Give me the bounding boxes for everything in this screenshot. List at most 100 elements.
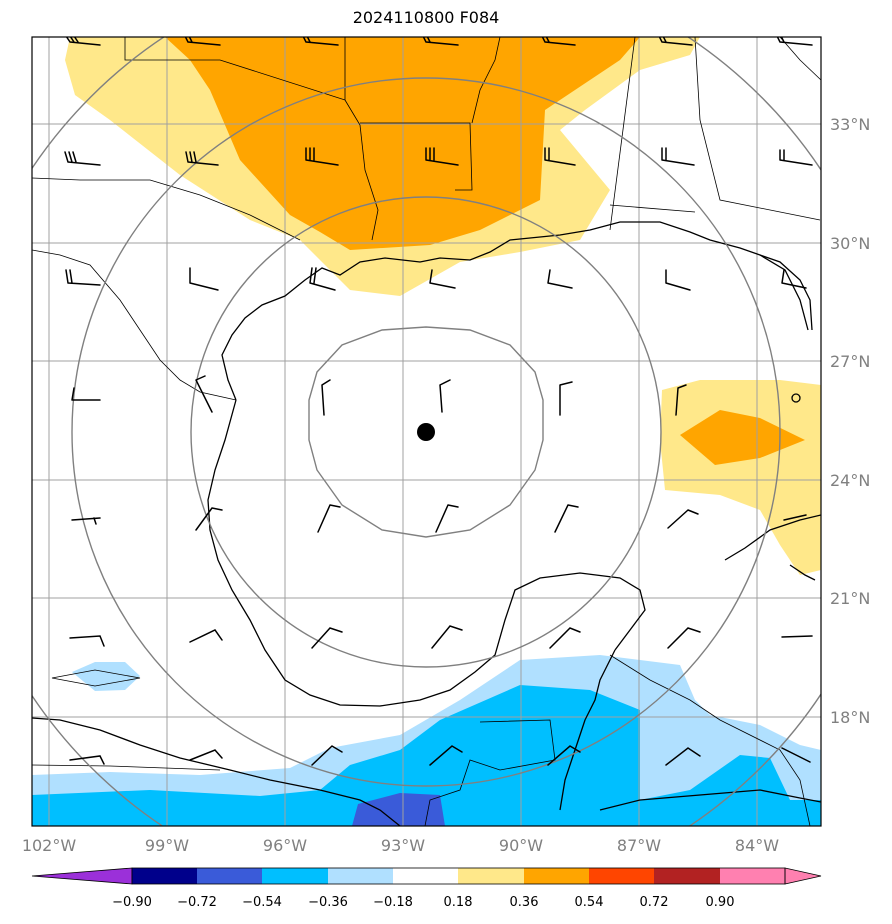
wind-barb xyxy=(435,504,459,533)
colorbar-tick-label: −0.18 xyxy=(373,895,413,910)
wind-barb xyxy=(547,745,581,766)
wind-barb xyxy=(302,37,339,46)
colorbar-extend-low xyxy=(31,867,133,885)
wind-barb xyxy=(665,747,701,766)
wind-barb xyxy=(431,625,463,649)
wind-barb xyxy=(783,514,807,521)
wind-barb xyxy=(185,151,219,166)
colorbar-segment xyxy=(524,868,589,884)
lon-tick-label: 90°W xyxy=(499,836,543,855)
political-borders xyxy=(32,37,821,826)
wind-barb xyxy=(425,147,459,166)
wind-barb xyxy=(544,147,576,166)
colorbar-segment xyxy=(720,868,785,884)
wind-barb xyxy=(311,745,343,766)
wind-barb xyxy=(661,147,695,166)
wind-barb xyxy=(305,147,339,166)
map-title: 2024110800 F084 xyxy=(352,8,500,27)
yellow-region-east xyxy=(660,380,821,575)
texas-mexico-border xyxy=(32,249,237,401)
longitude-labels: 102°W 99°W 96°W 93°W 90°W 87°W 84°W xyxy=(22,836,779,855)
colorbar-segment xyxy=(393,868,458,884)
colorbar-tick-label: −0.72 xyxy=(177,895,217,910)
colorbar-tick-label: 0.90 xyxy=(706,895,735,910)
honduras-border xyxy=(609,654,811,826)
wind-barb xyxy=(665,269,691,291)
wind-barb xyxy=(189,749,223,761)
georgia-border xyxy=(779,37,821,81)
wind-barb xyxy=(429,269,456,289)
wind-barb xyxy=(64,151,101,166)
wind-barb xyxy=(554,504,579,533)
wind-barb xyxy=(781,635,813,638)
central-america-pacific-coast xyxy=(32,717,401,826)
wind-barb xyxy=(547,269,573,289)
lat-tick-label: 30°N xyxy=(830,234,870,253)
mississippi-border xyxy=(471,37,501,124)
colorbar-segment xyxy=(262,868,328,884)
wind-barb xyxy=(321,379,331,416)
colorbar-tick-label: 0.36 xyxy=(510,895,539,910)
cuba-outline xyxy=(724,514,821,561)
wind-barb xyxy=(195,375,213,413)
wind-barbs xyxy=(64,37,813,766)
latitude-labels: 18°N 21°N 24°N 27°N 30°N 33°N xyxy=(830,115,870,727)
wind-barb xyxy=(71,517,101,525)
wind-barb xyxy=(189,629,223,643)
colorbar-segment xyxy=(458,868,524,884)
wind-barb xyxy=(184,37,221,46)
lon-tick-label: 93°W xyxy=(381,836,425,855)
guatemala-border xyxy=(424,719,556,826)
colorbar-tick-label: −0.54 xyxy=(242,895,282,910)
lat-tick-label: 18°N xyxy=(830,708,870,727)
wind-barb xyxy=(781,269,807,289)
yucatan-east-coast xyxy=(559,649,616,811)
range-ring-1 xyxy=(308,326,544,538)
colorbar-extend-high xyxy=(784,867,822,885)
range-ring-3 xyxy=(71,77,781,787)
lon-tick-label: 99°W xyxy=(145,836,189,855)
shaded-field-negative xyxy=(32,655,821,826)
colorbar-frame xyxy=(131,867,786,885)
colorbar: −0.90 −0.72 −0.54 −0.36 −0.18 0.18 0.36 … xyxy=(31,867,822,910)
colorbar-tick-label: −0.36 xyxy=(308,895,348,910)
storm-center-marker xyxy=(417,423,435,441)
shaded-field-positive xyxy=(65,37,821,575)
lon-tick-label: 96°W xyxy=(263,836,307,855)
coastlines xyxy=(32,221,821,826)
colorbar-tick-label: −0.90 xyxy=(112,895,152,910)
lat-tick-label: 27°N xyxy=(830,352,870,371)
wind-barb xyxy=(429,745,463,766)
colorbar-segment xyxy=(328,868,393,884)
louisiana-border xyxy=(344,99,379,241)
wind-barb xyxy=(658,37,693,46)
wind-barb xyxy=(667,627,701,649)
colorbar-tick-label: 0.18 xyxy=(444,895,473,910)
wind-barb xyxy=(317,504,341,533)
orange-region-east xyxy=(680,410,805,465)
lat-tick-label: 21°N xyxy=(830,589,870,608)
colorbar-segment xyxy=(132,868,197,884)
lat-tick-label: 24°N xyxy=(830,471,870,490)
us-gulf-coast xyxy=(221,221,813,401)
wind-barb xyxy=(69,635,105,647)
wind-barb xyxy=(71,387,101,401)
map-frame xyxy=(31,36,822,827)
sky-blue-region-south xyxy=(32,685,821,826)
light-blue-blob-west xyxy=(72,662,140,691)
texas-border xyxy=(124,37,346,101)
wind-barb xyxy=(549,627,581,649)
honduras-coast xyxy=(599,789,821,811)
cuba-south xyxy=(789,564,816,581)
colorbar-tick-label: 0.72 xyxy=(640,895,669,910)
wind-barb xyxy=(779,149,813,166)
royal-blue-patch xyxy=(352,793,445,826)
colorbar-segment xyxy=(654,868,720,884)
wind-barb xyxy=(439,379,451,413)
wind-barb xyxy=(65,37,101,46)
wind-barb xyxy=(189,267,219,291)
colorbar-segment xyxy=(589,868,654,884)
mexico-gulf-coast xyxy=(207,399,646,707)
